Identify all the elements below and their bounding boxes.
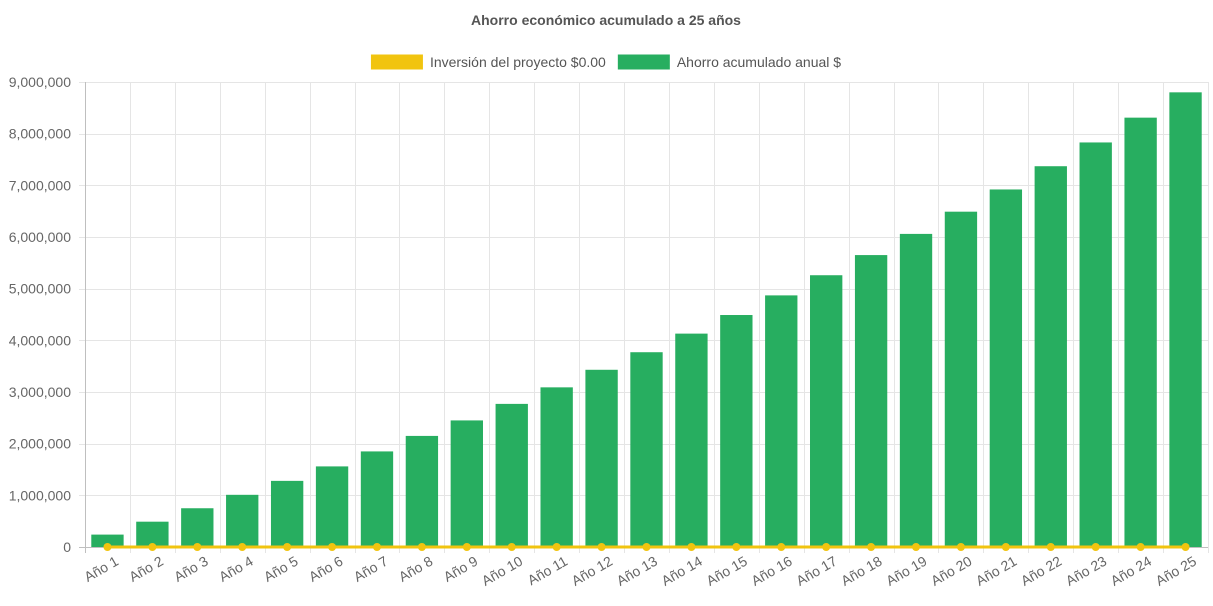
x-tick-label: Año 20: [928, 553, 975, 589]
x-tick-label: Año 19: [883, 553, 930, 589]
x-tick-label: Año 5: [261, 553, 301, 585]
line-point[interactable]: [507, 543, 516, 551]
bar[interactable]: [450, 420, 483, 547]
line-point[interactable]: [103, 543, 112, 551]
x-tick-label: Año 10: [479, 553, 526, 589]
line-point[interactable]: [1181, 543, 1190, 551]
bar[interactable]: [1124, 117, 1157, 548]
y-tick-label: 3,000,000: [9, 384, 71, 400]
x-tick-label: Año 16: [748, 553, 795, 589]
line-point[interactable]: [1046, 543, 1055, 551]
x-tick-label: Año 11: [525, 553, 571, 589]
bar[interactable]: [765, 295, 798, 547]
line-series: [103, 543, 1190, 551]
bar[interactable]: [181, 508, 214, 547]
y-tick-label: 5,000,000: [9, 281, 71, 297]
bar[interactable]: [854, 255, 888, 548]
y-axis-ticks: 0 1,000,000 2,000,000 3,000,000 4,000,000 5,0…: [9, 74, 72, 555]
y-tick-label: 8,000,000: [9, 126, 71, 142]
x-tick-label: Año 23: [1063, 553, 1110, 589]
bar[interactable]: [989, 189, 1023, 547]
bar[interactable]: [585, 369, 618, 547]
legend-swatch[interactable]: [617, 54, 670, 70]
y-tick-label: 9,000,000: [9, 74, 71, 90]
x-tick-label: Año 18: [838, 553, 885, 589]
y-tick-label: 7,000,000: [9, 177, 71, 193]
line-point[interactable]: [1001, 543, 1010, 551]
bar[interactable]: [315, 466, 349, 547]
bar[interactable]: [136, 521, 169, 547]
x-axis-ticks: Año 1 Año 2 Año 3 Año 4 Año 5 Año 6 Año 7 Año 8…: [81, 553, 1199, 589]
bar[interactable]: [226, 494, 259, 547]
line-point[interactable]: [417, 543, 426, 551]
bar[interactable]: [360, 451, 394, 547]
x-tick-label: Año 24: [1108, 553, 1155, 589]
legend-label[interactable]: Inversión del proyecto $0.00: [430, 54, 606, 70]
line-point[interactable]: [1091, 543, 1100, 551]
line-point[interactable]: [193, 543, 202, 551]
y-tick-label: 1,000,000: [9, 487, 71, 503]
bar[interactable]: [270, 480, 304, 547]
chart-title: Ahorro económico acumulado a 25 años: [471, 12, 741, 28]
bar[interactable]: [630, 352, 663, 547]
line-point[interactable]: [283, 543, 292, 551]
x-tick-label: Año 14: [658, 553, 705, 589]
line-point[interactable]: [148, 543, 157, 551]
line-point[interactable]: [822, 543, 831, 551]
x-tick-label: Año 15: [703, 553, 750, 589]
x-tick-label: Año 1: [81, 553, 121, 585]
line-point[interactable]: [1136, 543, 1145, 551]
bar[interactable]: [810, 275, 843, 547]
y-tick-label: 6,000,000: [9, 229, 71, 245]
bar[interactable]: [91, 534, 124, 547]
bar[interactable]: [899, 233, 933, 547]
x-tick-label: Año 4: [216, 553, 256, 585]
bar[interactable]: [1034, 166, 1067, 547]
y-tick-label: 2,000,000: [9, 436, 71, 452]
legend-swatch[interactable]: [370, 54, 423, 70]
bar[interactable]: [675, 333, 708, 547]
line-point[interactable]: [867, 543, 876, 551]
line-point[interactable]: [732, 543, 741, 551]
x-tick-label: Año 22: [1018, 553, 1065, 589]
x-tick-label: Año 12: [569, 553, 616, 589]
x-tick-label: Año 7: [351, 553, 391, 585]
line-point[interactable]: [597, 543, 606, 551]
line-point[interactable]: [777, 543, 786, 551]
bar[interactable]: [1079, 142, 1112, 547]
bar[interactable]: [495, 403, 528, 547]
x-tick-label: Año 9: [441, 553, 481, 585]
line-point[interactable]: [912, 543, 921, 551]
y-tick-label: 4,000,000: [9, 332, 71, 348]
x-tick-label: Año 17: [793, 553, 840, 589]
grid: [79, 82, 1209, 553]
legend-label[interactable]: Ahorro acumulado anual $: [677, 54, 841, 70]
x-tick-label: Año 13: [614, 553, 661, 589]
bar-series: [91, 92, 1202, 548]
line-point[interactable]: [642, 543, 651, 551]
line-point[interactable]: [328, 543, 337, 551]
x-tick-label: Año 6: [306, 553, 346, 585]
line-point[interactable]: [462, 543, 471, 551]
x-tick-label: Año 25: [1153, 553, 1200, 589]
legend: Inversión del proyecto $0.00 Ahorro acumu…: [370, 54, 841, 70]
x-tick-label: Año 8: [396, 553, 436, 585]
line-point[interactable]: [687, 543, 696, 551]
line-point[interactable]: [956, 543, 965, 551]
x-tick-label: Año 3: [171, 553, 211, 585]
bar[interactable]: [405, 435, 439, 547]
line-point[interactable]: [372, 543, 381, 551]
bar[interactable]: [720, 315, 753, 547]
bar[interactable]: [944, 211, 978, 547]
y-tick-label: 0: [63, 539, 71, 555]
line-point[interactable]: [552, 543, 561, 551]
line-point[interactable]: [238, 543, 247, 551]
x-tick-label: Año 2: [126, 553, 166, 585]
x-tick-label: Año 21: [973, 553, 1020, 589]
bar[interactable]: [1169, 92, 1202, 547]
bar[interactable]: [540, 387, 573, 547]
